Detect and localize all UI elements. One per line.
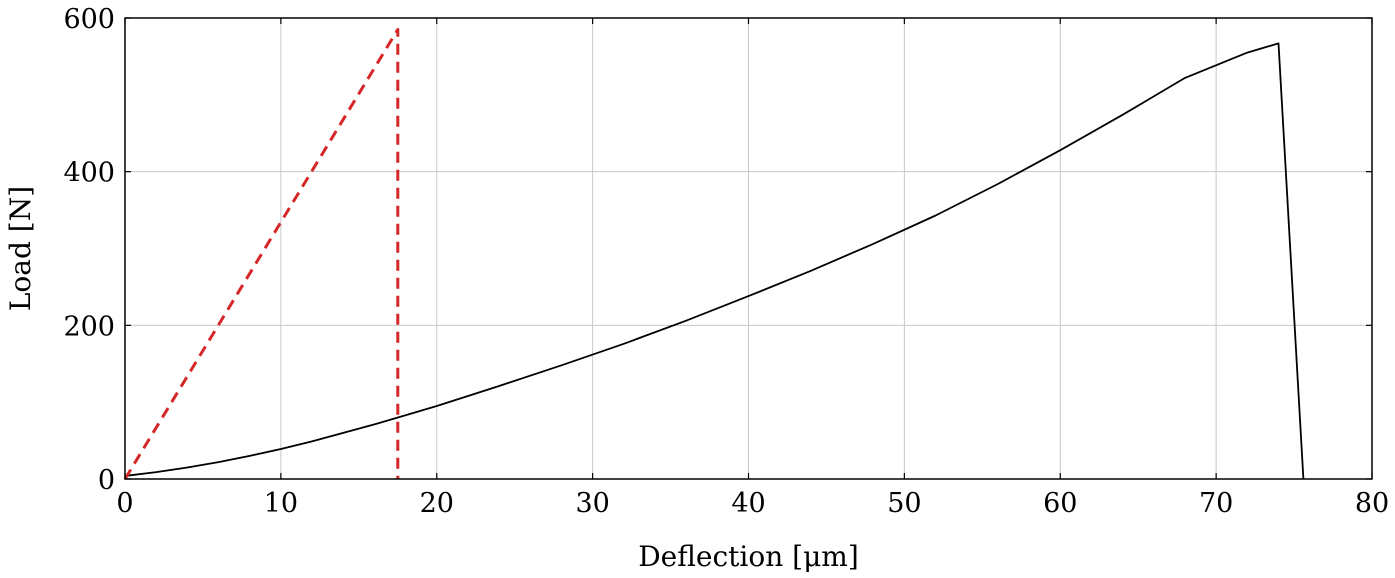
y-tick-label: 400: [63, 158, 115, 189]
ticks: 0 10 20 30 40 50 60 70 80 0 200 400 600: [63, 4, 1389, 519]
x-tick-label: 20: [420, 488, 454, 519]
x-tick-label: 50: [887, 488, 921, 519]
y-tick-label: 0: [98, 465, 115, 496]
y-tick-label: 200: [63, 311, 115, 342]
series-layer: [123, 28, 1305, 480]
x-axis-title: Deflection [μm]: [638, 540, 859, 573]
x-tick-label: 80: [1355, 488, 1389, 519]
x-tick-label: 70: [1199, 488, 1233, 519]
x-tick-label: 0: [116, 488, 133, 519]
x-tick-label: 30: [575, 488, 609, 519]
y-tick-label: 600: [63, 4, 115, 35]
x-tick-label: 40: [731, 488, 765, 519]
y-axis-title: Load [N]: [4, 186, 37, 311]
grid: [125, 18, 1372, 479]
x-tick-label: 60: [1043, 488, 1077, 519]
x-tick-label: 10: [264, 488, 298, 519]
series-line-solid: [124, 42, 1305, 480]
series-line-dashed: [123, 28, 400, 480]
